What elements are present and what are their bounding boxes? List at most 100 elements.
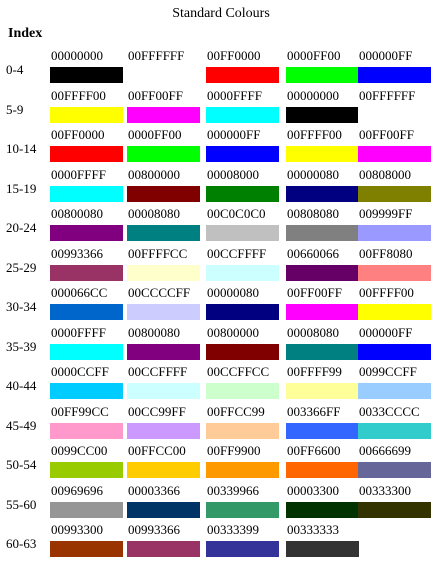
row-index-label: 55-60	[6, 496, 37, 512]
colour-swatch	[50, 146, 123, 162]
colour-cell: 00CCFFCC	[206, 364, 282, 402]
colour-cell: 00339966	[206, 483, 282, 521]
colour-cell: 0000FFFF	[50, 167, 126, 205]
colour-code: 00FF8080	[359, 245, 413, 261]
colour-row: 0-4 00000000 00FFFFFF 00FF0000 0000FF00 00000…	[0, 48, 448, 88]
colour-swatch	[127, 67, 200, 83]
colour-cell: 00969696	[50, 483, 126, 521]
colour-cell: 00FFFF00	[358, 285, 434, 323]
colour-code: 00FF9900	[207, 443, 261, 458]
colour-code: 000000FF	[359, 324, 413, 340]
colour-code: 00660066	[287, 245, 339, 261]
colour-cell: 00333399	[206, 522, 282, 560]
colour-cell: 00FF00FF	[286, 285, 362, 323]
colour-swatch	[50, 422, 123, 439]
colour-code: 00000000	[51, 48, 103, 63]
colour-code: 00CCFFCC	[207, 364, 270, 379]
colour-code: 00FF6600	[287, 443, 341, 458]
colour-code: 00993300	[51, 522, 103, 537]
colour-cell: 000000FF	[206, 127, 282, 165]
colour-swatch	[50, 264, 123, 281]
colour-cell: 00000080	[206, 285, 282, 323]
colour-cell: 00C0C0C0	[206, 206, 282, 244]
colour-swatch	[206, 106, 279, 123]
colour-swatch	[286, 67, 359, 83]
colour-cell: 0000CCFF	[50, 364, 126, 402]
colour-swatch	[206, 422, 279, 439]
colour-code: 009999FF	[359, 206, 413, 221]
colour-swatch	[286, 462, 359, 478]
colour-cell: 00FF0000	[206, 48, 282, 86]
colour-cell: 00800000	[127, 167, 203, 205]
colour-swatch	[358, 264, 431, 281]
colour-cell: 00333300	[358, 483, 434, 521]
colour-cell: 00FF0000	[50, 127, 126, 165]
colour-cell: 0000FF00	[127, 127, 203, 165]
colour-cell: 000000FF	[358, 325, 434, 363]
row-index-label: 35-39	[6, 338, 37, 354]
colour-swatch	[127, 264, 200, 281]
colour-swatch	[206, 462, 279, 478]
colour-swatch	[286, 501, 359, 518]
colour-code: 00CCCCFF	[128, 285, 191, 300]
colour-code: 00008000	[207, 166, 259, 182]
colour-cell: 000066CC	[50, 285, 126, 323]
colour-code: 00000080	[207, 285, 259, 300]
colour-code: 00808080	[287, 206, 339, 221]
colour-swatch	[50, 106, 123, 123]
colour-swatch	[358, 422, 431, 439]
colour-swatch	[127, 541, 200, 557]
colour-swatch	[127, 185, 200, 202]
colour-code: 003366FF	[287, 403, 341, 419]
colour-cell: 00FFFFFF	[358, 88, 434, 126]
colour-cell: 0099CCFF	[358, 364, 434, 402]
row-index-label: 10-14	[6, 141, 37, 156]
colour-swatch	[127, 146, 200, 162]
colour-code: 00800000	[128, 166, 180, 182]
colour-swatch	[358, 146, 431, 162]
colour-code: 00FFFFFF	[359, 87, 416, 103]
colour-cell: 00CC99FF	[127, 404, 203, 442]
colour-swatch	[206, 541, 279, 557]
row-index-label: 60-63	[6, 536, 37, 551]
colour-code: 0000FF00	[128, 127, 182, 142]
colour-row: 40-44 0000CCFF 00CCFFFF 00CCFFCC 00FFFF99 009…	[0, 364, 448, 404]
colour-code: 0000FF00	[287, 48, 341, 63]
colour-cell: 00FFFF99	[286, 364, 362, 402]
colour-row: 25-29 00993366 00FFFFCC 00CCFFFF 00660066 00F…	[0, 246, 448, 286]
colour-swatch	[206, 225, 279, 241]
colour-code: 00FF0000	[51, 127, 105, 142]
colour-cell: 00800080	[127, 325, 203, 363]
colour-cell: 00000000	[50, 48, 126, 86]
colour-code: 00666699	[359, 443, 411, 458]
colour-cell: 00800080	[50, 206, 126, 244]
colour-swatch	[50, 462, 123, 478]
colour-swatch	[206, 304, 279, 320]
colour-code: 00808000	[359, 166, 411, 182]
colour-code: 00333399	[207, 522, 259, 537]
colour-swatch	[286, 304, 359, 320]
colour-swatch	[286, 106, 359, 123]
colour-cell: 00FF00FF	[127, 88, 203, 126]
colour-code: 00FF0000	[207, 48, 261, 63]
colour-swatch	[127, 462, 200, 478]
colour-swatch	[206, 146, 279, 162]
row-index-label: 20-24	[6, 220, 37, 235]
colour-swatch	[206, 67, 279, 83]
colour-cell: 00CCFFFF	[206, 246, 282, 284]
colour-code: 00008080	[287, 324, 339, 340]
colour-swatch	[286, 383, 359, 399]
colour-cell: 00008080	[127, 206, 203, 244]
colour-swatch	[286, 422, 359, 439]
colour-row: 45-49 00FF99CC 00CC99FF 00FFCC99 003366FF 003…	[0, 404, 448, 444]
colour-code: 00C0C0C0	[207, 206, 266, 221]
colour-cell: 000000FF	[358, 48, 434, 86]
colour-row: 35-39 0000FFFF 00800080 00800000 00008080 000…	[0, 325, 448, 365]
row-index-label: 0-4	[6, 62, 24, 77]
colour-code: 00800000	[207, 324, 259, 340]
colour-cell: 00008000	[206, 167, 282, 205]
colour-swatch	[286, 225, 359, 241]
colour-cell: 00800000	[206, 325, 282, 363]
colour-code: 00800080	[51, 206, 103, 221]
colour-cell: 00993366	[127, 522, 203, 560]
